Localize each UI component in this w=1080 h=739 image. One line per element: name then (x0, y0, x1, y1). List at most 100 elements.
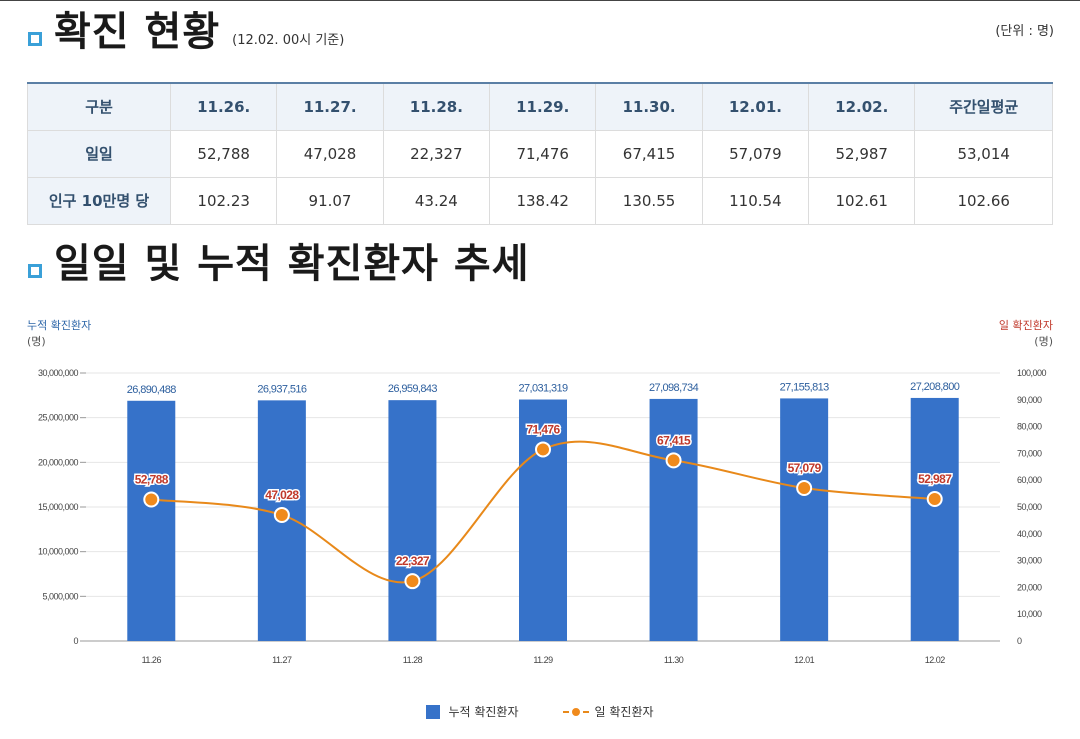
status-section-header: 확진 현황 (12.02. 00시 기준) (28, 12, 344, 52)
table-cell: 43.24 (382, 176, 491, 225)
bar (649, 398, 698, 641)
bar-data-label: 26,890,488 (127, 384, 177, 396)
bar (127, 400, 176, 641)
y-right-tick-label: 0 (1017, 636, 1022, 646)
line-data-label: 71,476 (526, 422, 560, 436)
line-data-label: 52,788 (135, 473, 169, 487)
header-date: 12.01. (701, 82, 810, 131)
top-border (0, 0, 1080, 1)
bar-data-label: 26,937,516 (257, 383, 307, 395)
y-right-tick-label: 50,000 (1017, 502, 1042, 512)
left-axis-label: 누적 확진환자 (27, 319, 92, 332)
line-data-label: 47,028 (265, 488, 299, 502)
bar (388, 400, 437, 641)
header-date: 12.02. (808, 82, 916, 131)
y-left-tick-label: 5,000,000 (42, 591, 78, 601)
left-axis-title: 누적 확진환자 (명) (27, 318, 91, 350)
line-point (143, 491, 160, 508)
table-cell: 138.42 (489, 176, 597, 225)
trend-chart: 0 5,000,000 10,000,000 15,000,000 20,000,000… (38, 368, 1047, 665)
bar (910, 397, 959, 641)
table-cell: 52,987 (808, 129, 916, 178)
header-date: 11.28. (382, 82, 491, 131)
square-bullet-icon (28, 32, 42, 46)
bar (519, 399, 567, 641)
header-date: 11.29. (489, 82, 597, 131)
chart-legend: 누적 확진환자 일 확진환자 (0, 703, 1080, 720)
left-axis-unit: (명) (27, 335, 46, 348)
y-right-tick-label: 100,000 (1017, 368, 1047, 378)
row-label-daily: 일일 (27, 129, 171, 178)
trend-title: 일일 및 누적 확진환자 추세 (54, 241, 530, 287)
legend-label: 누적 확진환자 (448, 705, 519, 719)
table-header-row: 구분 11.26. 11.27. 11.28. 11.29. 11.30. 12… (27, 82, 1053, 131)
line-data-label: 52,987 (918, 472, 952, 486)
table-cell: 67,415 (595, 129, 703, 178)
table-row-daily: 일일 52,788 47,028 22,327 71,476 67,415 57… (27, 129, 1053, 178)
status-basis-note: (12.02. 00시 기준) (232, 33, 345, 48)
table-cell: 102.61 (808, 176, 916, 225)
legend-label: 일 확진환자 (594, 705, 654, 719)
header-date: 11.30. (595, 82, 703, 131)
table-row-per-100k: 인구 10만명 당 102.23 91.07 43.24 138.42 130.… (27, 176, 1053, 225)
y-right-tick-label: 80,000 (1017, 422, 1042, 432)
bar-data-label: 27,098,734 (649, 382, 699, 394)
line-marker-swatch-icon (562, 705, 589, 719)
header-date: 11.26. (169, 82, 278, 131)
right-axis-unit: (명) (1034, 335, 1053, 348)
header-weekly-average: 주간일평균 (914, 82, 1053, 131)
line-data-label: 57,079 (788, 461, 822, 475)
trend-section-header: 일일 및 누적 확진환자 추세 (28, 244, 530, 284)
x-tick-label: 11.30 (664, 655, 684, 665)
line-point (535, 441, 551, 458)
line-point (926, 490, 943, 507)
y-right-tick-label: 30,000 (1017, 556, 1042, 566)
bar (780, 398, 829, 641)
table-cell: 71,476 (489, 129, 597, 178)
right-axis-label: 일 확진환자 (998, 319, 1053, 332)
table-cell: 52,788 (169, 129, 278, 178)
right-axis-title: 일 확진환자 (명) (999, 318, 1053, 350)
table-cell: 47,028 (276, 129, 384, 178)
y-left-tick-label: 20,000,000 (38, 457, 79, 467)
table-cell: 102.23 (169, 176, 278, 225)
y-left-tick-label: 15,000,000 (38, 502, 79, 512)
bar-data-label: 27,155,813 (780, 381, 830, 393)
y-left-tick-label: 30,000,000 (38, 368, 79, 378)
y-left-tick-label: 25,000,000 (38, 413, 79, 423)
y-right-tick-label: 60,000 (1017, 475, 1042, 485)
line-point (796, 480, 813, 497)
y-right-tick-label: 40,000 (1017, 529, 1042, 539)
y-right-tick-label: 20,000 (1017, 582, 1042, 592)
x-tick-label: 11.26 (142, 655, 162, 665)
y-right-tick-label: 90,000 (1017, 395, 1042, 405)
header-date: 11.27. (276, 82, 384, 131)
case-status-table: 구분 11.26. 11.27. 11.28. 11.29. 11.30. 12… (27, 82, 1053, 225)
table-cell: 53,014 (914, 129, 1053, 178)
x-tick-label: 12.02 (925, 655, 946, 665)
legend-item-cumulative[interactable]: 누적 확진환자 (426, 703, 519, 720)
table-cell: 22,327 (382, 129, 491, 178)
unit-label: (단위 : 명) (995, 24, 1054, 39)
table-cell: 110.54 (701, 176, 810, 225)
y-left-tick-label: 0 (73, 636, 78, 646)
legend-item-daily[interactable]: 일 확진환자 (562, 703, 654, 720)
line-point (665, 452, 682, 469)
line-point (273, 506, 290, 523)
bar-data-label: 26,959,843 (388, 383, 438, 395)
bar-data-label: 27,208,800 (910, 381, 960, 393)
x-tick-label: 12.01 (794, 655, 815, 665)
x-tick-label: 11.29 (533, 655, 553, 665)
y-right-tick-label: 10,000 (1017, 609, 1042, 619)
y-left-tick-label: 10,000,000 (38, 547, 79, 557)
table-cell: 57,079 (701, 129, 810, 178)
x-tick-label: 11.28 (403, 655, 423, 665)
x-tick-label: 11.27 (272, 655, 292, 665)
table-cell: 130.55 (595, 176, 703, 225)
bar-data-label: 27,031,319 (518, 383, 568, 395)
line-data-label: 22,327 (396, 554, 430, 568)
table-cell: 102.66 (914, 176, 1053, 225)
bar-swatch-icon (426, 704, 441, 719)
line-data-label: 67,415 (657, 433, 691, 447)
table-cell: 91.07 (276, 176, 384, 225)
